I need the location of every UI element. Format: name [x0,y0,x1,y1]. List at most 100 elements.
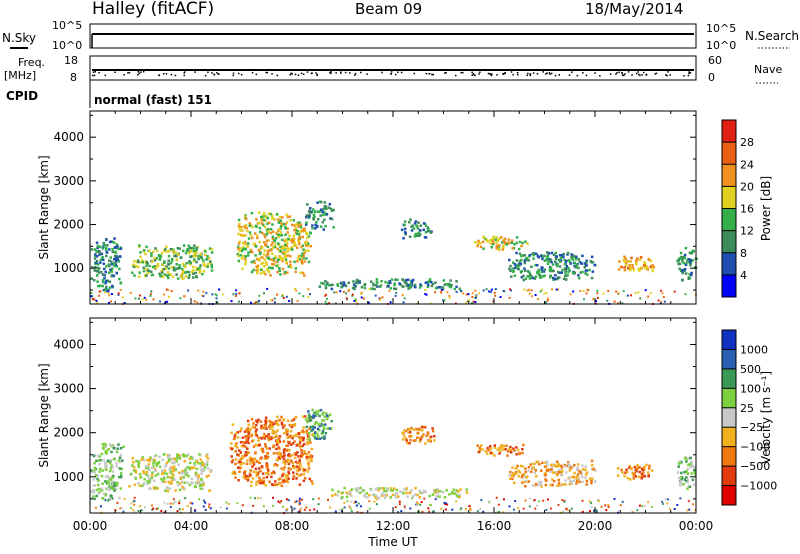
data-cell [243,257,247,261]
data-cell [161,263,165,266]
data-cell [298,502,301,505]
data-cell [412,439,416,443]
data-cell [343,506,346,509]
data-cell [175,460,178,463]
data-cell [118,475,121,479]
data-cell [251,225,254,229]
data-cell [436,489,440,492]
data-cell [270,243,273,247]
data-cell [321,429,325,433]
echo-region [304,408,333,442]
nave-point [688,72,690,75]
data-cell [534,263,537,267]
data-cell [523,288,526,291]
data-cell [209,507,212,510]
data-cell [118,456,122,459]
data-cell [401,294,404,297]
data-cell [240,257,244,260]
data-cell [521,448,524,451]
data-cell [511,267,514,270]
data-cell [178,457,182,460]
data-cell [351,293,354,296]
data-cell [315,413,318,416]
data-cell [242,246,245,249]
data-cell [177,463,180,466]
data-cell [567,465,571,469]
data-cell [255,269,258,272]
data-cell [198,498,201,501]
data-cell [286,250,290,253]
data-cell [508,296,511,299]
data-cell [649,265,652,268]
data-cell [602,292,605,295]
data-cell [155,486,158,490]
data-cell [282,451,286,455]
data-cell [239,451,243,454]
data-cell [407,427,410,431]
data-cell [147,467,150,470]
data-cell [259,457,262,460]
data-cell [166,489,170,493]
data-cell [117,293,120,296]
data-cell [165,288,168,291]
x-tick-label: 00:00 [679,519,714,533]
data-cell [305,216,308,219]
data-cell [537,256,540,259]
nave-point [344,71,347,74]
data-cell [567,270,570,274]
data-cell [677,465,680,468]
data-cell [645,463,648,467]
data-cell [288,300,291,302]
nsearch-label: N.Search [745,29,799,43]
data-cell [184,271,187,274]
data-cell [119,255,122,258]
data-cell [536,504,538,507]
data-cell [286,475,290,478]
data-cell [561,253,564,257]
data-cell [147,477,151,480]
data-cell [277,233,280,236]
data-cell [623,255,626,258]
data-cell [557,462,560,466]
data-cell [334,302,337,305]
data-cell [373,500,376,503]
data-cell [120,467,123,471]
data-cell [165,245,168,249]
data-cell [600,505,603,508]
data-cell [508,505,511,508]
data-cell [286,480,290,484]
data-cell [285,239,288,242]
data-cell [322,411,325,414]
data-cell [159,275,162,278]
data-cell [542,499,545,502]
data-cell [239,229,242,232]
data-cell [564,465,567,468]
data-cell [579,271,582,274]
data-cell [188,457,192,460]
data-cell [266,455,270,459]
data-cell [111,284,114,288]
nave-point [666,74,668,77]
data-cell [135,260,139,264]
data-cell [243,215,247,218]
nave-point [330,71,332,73]
data-cell [260,448,263,452]
data-cell [640,472,644,476]
data-cell [576,468,579,472]
data-cell [277,423,280,427]
data-cell [570,256,573,259]
data-cell [270,258,273,261]
nave-point [335,72,337,74]
data-cell [259,497,262,500]
data-cell [135,459,138,463]
data-cell [182,508,184,511]
data-cell [562,510,565,513]
data-cell [284,251,287,254]
data-cell [280,500,283,502]
data-cell [494,238,497,241]
data-cell [264,416,268,419]
data-cell [642,472,645,475]
data-cell [406,495,409,498]
data-cell [262,218,266,222]
data-cell [132,508,135,511]
